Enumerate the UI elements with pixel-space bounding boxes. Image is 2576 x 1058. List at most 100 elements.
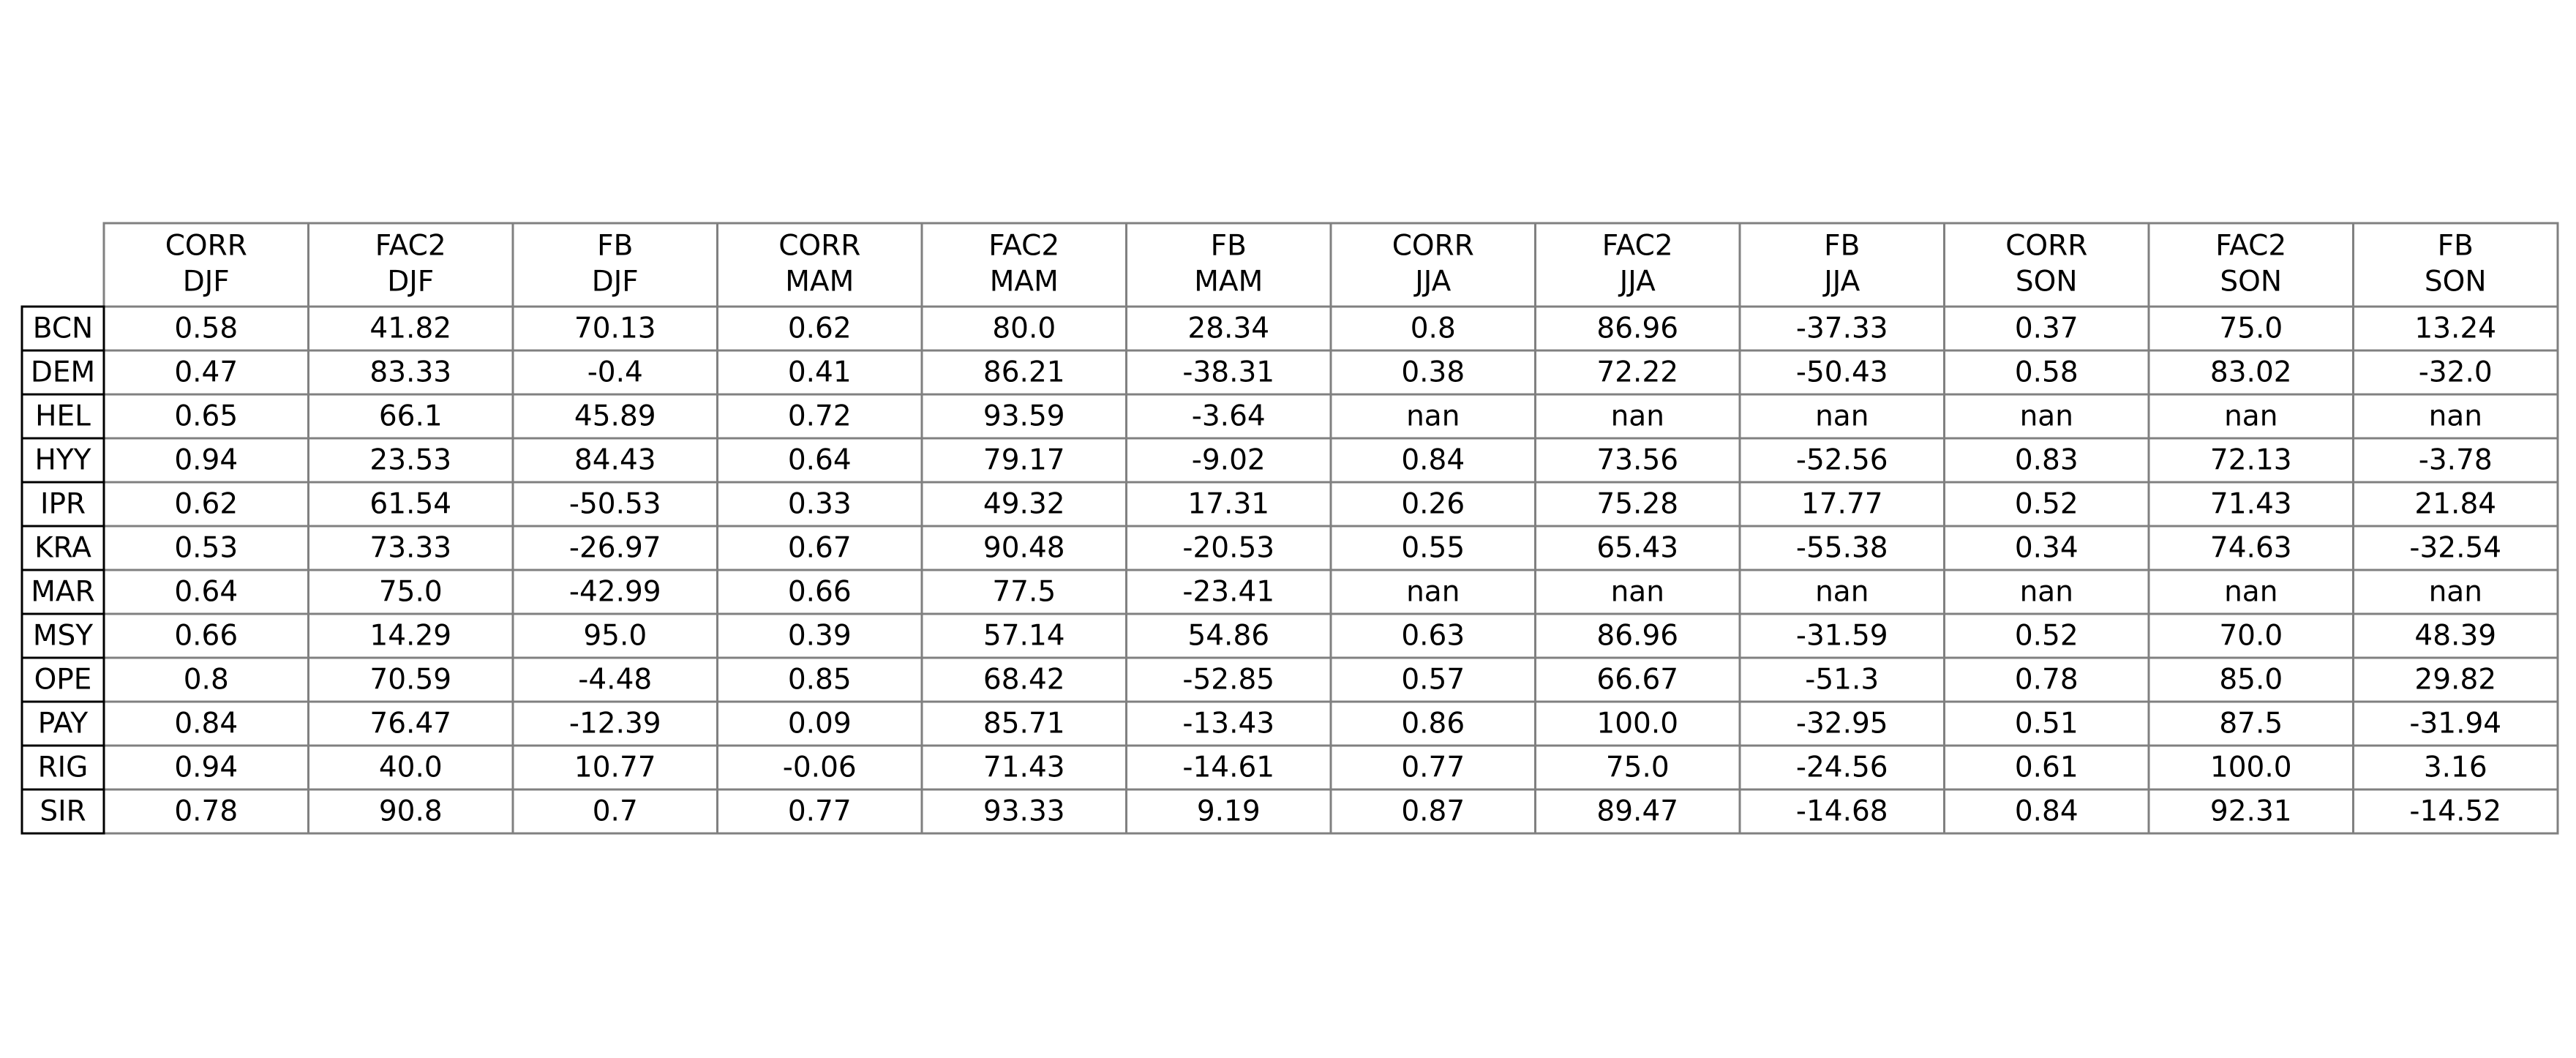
table-cell-value: -14.52 [2409,795,2501,828]
table-cell-value: 90.8 [379,795,443,828]
table-cell-value: 85.0 [2219,664,2283,697]
table-cell-value: nan [1815,576,1869,609]
table-cell-value: 92.31 [2210,795,2292,828]
table-grid [20,222,2559,835]
table-cell-value: nan [2429,576,2482,609]
table-cell-value: 0.26 [1401,488,1465,521]
table-cell-value: -13.43 [1182,708,1274,740]
table-cell-value: 0.94 [174,751,238,784]
table-cell-value: nan [2429,400,2482,433]
table-cell-value: 0.47 [174,356,238,389]
row-label: IPR [40,488,86,521]
table-cell-value: -42.99 [569,576,661,609]
table-cell-value: 0.63 [1401,620,1465,653]
table-cell-value: -20.53 [1182,532,1274,565]
column-header-metric: FAC2 [988,230,1059,263]
table-cell-value: 71.43 [983,751,1065,784]
table-cell-value: 0.58 [174,312,238,345]
table-cell-value: 0.51 [2015,708,2079,740]
table-cell-value: 84.43 [574,444,656,477]
row-label: MSY [33,620,93,653]
table-cell-value: nan [1611,400,1664,433]
table-cell-value: 13.24 [2414,312,2496,345]
table-cell-value: 70.59 [369,664,451,697]
table-cell-value: 0.33 [788,488,852,521]
table-cell-value: nan [2224,400,2278,433]
table-cell-value: -14.61 [1182,751,1274,784]
column-header-metric: FB [1824,230,1860,263]
table-cell-value: 100.0 [1596,708,1678,740]
row-label: OPE [34,664,92,697]
table-cell-value: 0.72 [788,400,852,433]
table-cell-value: 0.58 [2015,356,2079,389]
row-label: BCN [33,312,93,345]
table-cell-value: nan [1611,576,1664,609]
column-header-metric: FB [597,230,633,263]
table-cell-value: 0.67 [788,532,852,565]
column-header-season: MAM [1194,266,1263,299]
row-label: MAR [31,576,94,609]
table-cell-value: 0.8 [184,664,229,697]
table-cell-value: 93.59 [983,400,1065,433]
table-cell-value: 71.43 [2210,488,2292,521]
table-cell-value: nan [1406,576,1460,609]
table-cell-value: 23.53 [369,444,451,477]
table-cell-value: 0.41 [788,356,852,389]
row-label: DEM [31,356,95,389]
column-header-metric: CORR [165,230,247,263]
table-cell-value: -37.33 [1796,312,1888,345]
column-header-season: SON [2220,266,2282,299]
column-header-season: JJA [1618,266,1656,299]
column-header-metric: FB [2438,230,2474,263]
table-cell-value: 77.5 [992,576,1056,609]
table-cell-value: 90.48 [983,532,1065,565]
column-header-metric: CORR [1392,230,1474,263]
table-cell-value: 65.43 [1596,532,1678,565]
table-cell-value: -12.39 [569,708,661,740]
table-cell-value: 48.39 [2414,620,2496,653]
table-cell-value: 9.19 [1197,795,1261,828]
row-label: PAY [38,708,89,740]
table-cell-value: -24.56 [1796,751,1888,784]
table-cell-value: 73.33 [369,532,451,565]
table-cell-value: nan [2224,576,2278,609]
table-cell-value: nan [2020,400,2073,433]
table-cell-value: -52.85 [1182,664,1274,697]
table-cell-value: 0.77 [1401,751,1465,784]
table-cell-value: -14.68 [1796,795,1888,828]
table-cell-value: 74.63 [2210,532,2292,565]
table-cell-value: 0.64 [174,576,238,609]
table-cell-value: 68.42 [983,664,1065,697]
table-cell-value: 0.09 [788,708,852,740]
table-cell-value: 0.52 [2015,620,2079,653]
table-cell-value: 40.0 [379,751,443,784]
table-cell-value: 0.85 [788,664,852,697]
table-cell-value: -3.78 [2419,444,2493,477]
table-cell-value: 0.78 [2015,664,2079,697]
table-cell-value: -32.95 [1796,708,1888,740]
table-cell-value: 10.77 [574,751,656,784]
table-cell-value: -26.97 [569,532,661,565]
table-cell-value: nan [2020,576,2073,609]
table-cell-value: 95.0 [583,620,647,653]
table-cell-value: 0.84 [174,708,238,740]
table-cell-value: 66.67 [1596,664,1678,697]
table-cell-value: 80.0 [992,312,1056,345]
table-cell-value: 17.31 [1187,488,1269,521]
row-label: HEL [35,400,91,433]
table-cell-value: 0.84 [1401,444,1465,477]
row-label: HYY [35,444,91,477]
table-cell-value: -31.94 [2409,708,2501,740]
table-cell-value: -50.53 [569,488,661,521]
table-cell-value: 0.7 [593,795,638,828]
table-cell-value: 28.34 [1187,312,1269,345]
table-cell-value: 54.86 [1187,620,1269,653]
column-header-season: SON [2425,266,2487,299]
table-cell-value: 85.71 [983,708,1065,740]
table-cell-value: 45.89 [574,400,656,433]
table-cell-value: 0.78 [174,795,238,828]
column-header-season: MAM [785,266,854,299]
table-text: CORRDJFFAC2DJFFBDJFCORRMAMFAC2MAMFBMAMCO… [31,230,2501,828]
table-cell-value: 0.61 [2015,751,2079,784]
table-cell-value: 87.5 [2219,708,2283,740]
